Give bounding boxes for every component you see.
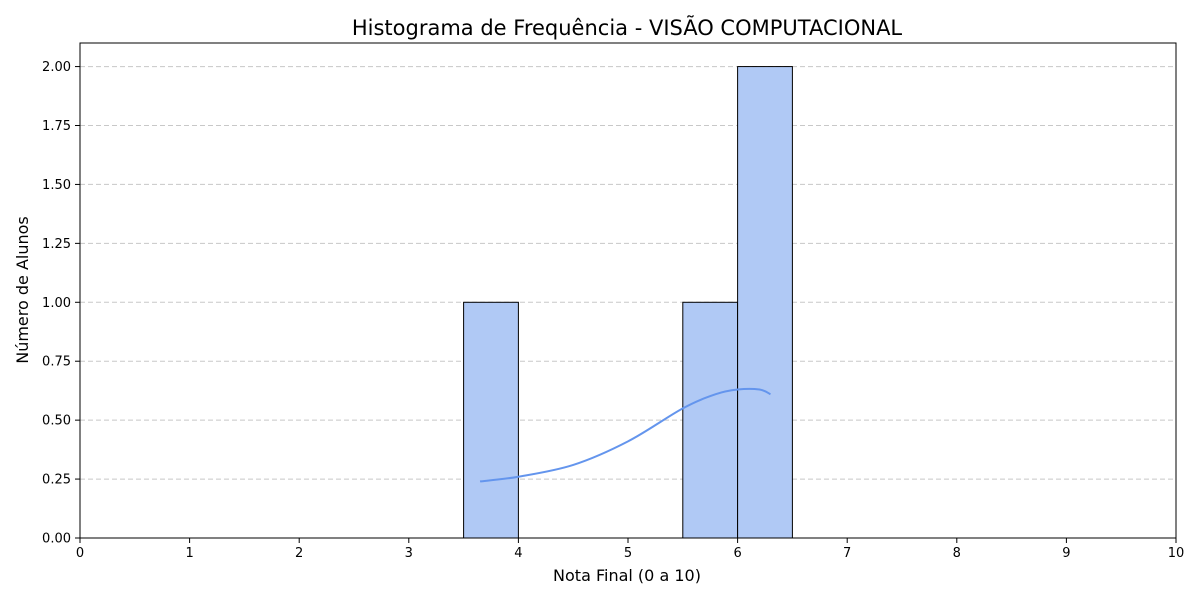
y-tick-label: 0.25 bbox=[42, 473, 71, 488]
histogram-bar bbox=[682, 301, 739, 539]
x-tick-label: 0 bbox=[76, 546, 84, 561]
x-tick-label: 10 bbox=[1168, 546, 1185, 561]
y-tick-label: 2.00 bbox=[42, 60, 71, 75]
y-axis-ticks: 0.00 0.25 0.50 0.75 1.00 1.25 1.50 1.75 2.00 bbox=[42, 60, 80, 547]
plot-frame bbox=[79, 42, 1177, 539]
y-tick-label: 1.25 bbox=[42, 237, 71, 252]
x-tick-label: 2 bbox=[295, 546, 303, 561]
histogram-bar bbox=[737, 66, 793, 539]
y-axis-label: Número de Alunos bbox=[13, 216, 32, 364]
x-tick-label: 3 bbox=[405, 546, 413, 561]
x-axis-label: Nota Final (0 a 10) bbox=[553, 566, 701, 585]
x-tick-label: 9 bbox=[1062, 546, 1070, 561]
x-tick-label: 6 bbox=[733, 546, 741, 561]
y-tick-label: 1.75 bbox=[42, 119, 71, 134]
x-tick-label: 4 bbox=[514, 546, 522, 561]
histogram-bar bbox=[463, 301, 519, 539]
y-tick-label: 0.00 bbox=[42, 532, 71, 547]
y-tick-label: 0.50 bbox=[42, 414, 71, 429]
kde-line bbox=[479, 387, 771, 483]
grid-lines bbox=[80, 66, 1176, 539]
x-tick-label: 5 bbox=[624, 546, 632, 561]
y-tick-label: 1.00 bbox=[42, 296, 71, 311]
x-tick-label: 7 bbox=[843, 546, 851, 561]
kde-curve-layer bbox=[479, 387, 771, 483]
y-tick-label: 1.50 bbox=[42, 178, 71, 193]
x-tick-label: 8 bbox=[953, 546, 961, 561]
x-axis-ticks: 0 1 2 3 4 5 6 7 8 9 10 bbox=[76, 538, 1184, 561]
x-tick-label: 1 bbox=[185, 546, 193, 561]
histogram-bars bbox=[463, 66, 793, 539]
y-tick-label: 0.75 bbox=[42, 355, 71, 370]
chart-title: Histograma de Frequência - VISÃO COMPUTA… bbox=[352, 14, 903, 40]
